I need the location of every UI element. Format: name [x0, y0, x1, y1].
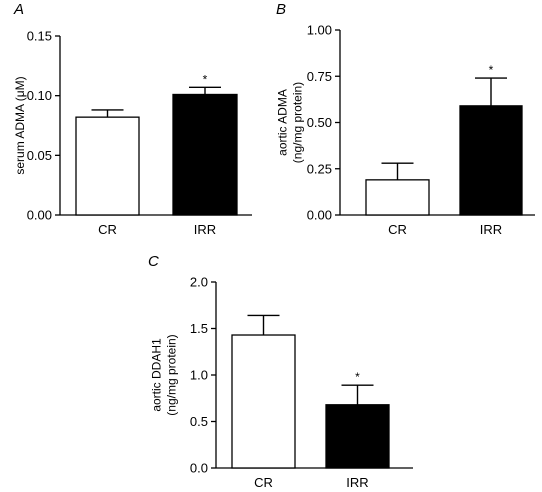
y-tick-label: 0.15 [27, 29, 52, 44]
x-tick-label-irr: IRR [194, 222, 216, 237]
x-tick-label-cr: CR [98, 222, 117, 237]
y-axis-label: aortic DDAH1(ng/mg protein) [150, 334, 179, 415]
significance-star: * [203, 72, 208, 86]
y-tick-label: 1.0 [190, 368, 208, 383]
y-tick-label: 0.10 [27, 88, 52, 103]
y-tick-label: 0.25 [307, 161, 332, 176]
y-tick-label: 1.5 [190, 321, 208, 336]
bar-cr [231, 334, 296, 469]
panel-a: A 0.00 0.05 0.10 0.15 serum ADMA (μM) CR IRR * [13, 1, 252, 237]
y-tick-label: 0.50 [307, 115, 332, 130]
y-tick-label: 0.0 [190, 461, 208, 476]
y-tick-label: 0.5 [190, 414, 208, 429]
y-axis-label-line: (ng/mg protein) [291, 82, 305, 163]
bar-irr [172, 93, 238, 216]
x-tick-label-irr: IRR [346, 475, 368, 490]
x-tick-label-cr: CR [254, 475, 273, 490]
y-tick-label: 1.00 [307, 23, 332, 38]
y-tick-label: 0.00 [307, 208, 332, 223]
significance-star: * [355, 370, 360, 384]
y-axis-label: aortic ADMA(ng/mg protein) [276, 82, 305, 163]
y-axis-label-line: serum ADMA (μM) [13, 76, 27, 174]
bar-irr [459, 105, 523, 216]
x-tick-label-cr: CR [388, 222, 407, 237]
panel-letter: C [148, 253, 159, 270]
y-tick-label: 0.75 [307, 69, 332, 84]
significance-star: * [489, 63, 494, 77]
x-tick-label-irr: IRR [480, 222, 502, 237]
panel-c: C 0.0 0.5 1.0 1.5 2.0 aortic DDAH1(ng/mg prote… [148, 253, 413, 490]
bar-irr [325, 404, 390, 469]
bar-cr [365, 179, 430, 216]
panel-letter: B [276, 1, 286, 18]
y-axis-label-line: aortic ADMA [276, 89, 290, 156]
panel-letter: A [13, 1, 24, 18]
y-axis-label: serum ADMA (μM) [13, 76, 27, 174]
y-tick-label: 0.05 [27, 148, 52, 163]
bar-cr [75, 116, 140, 216]
y-tick-label: 0.00 [27, 208, 52, 223]
y-axis-label-line: aortic DDAH1 [150, 338, 164, 412]
y-axis-label-line: (ng/mg protein) [165, 334, 179, 415]
y-tick-label: 2.0 [190, 275, 208, 290]
panel-b: B 0.00 0.25 0.50 0.75 1.00 aortic ADMA(ng/mg p… [276, 1, 535, 237]
